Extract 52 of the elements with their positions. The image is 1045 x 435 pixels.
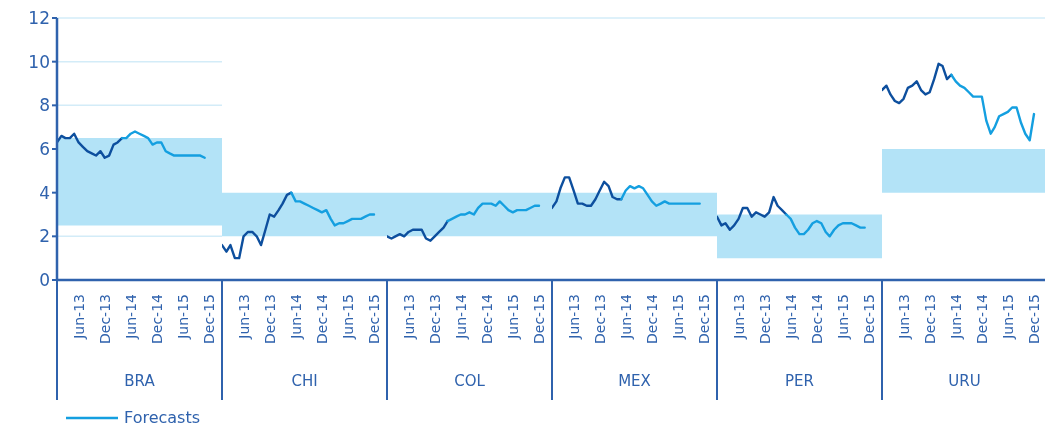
y-tick-label: 12 bbox=[28, 8, 50, 29]
x-tick-label: Dec-15 bbox=[201, 294, 217, 344]
y-tick-label: 4 bbox=[39, 182, 50, 203]
x-tick-label: Dec-15 bbox=[366, 294, 382, 344]
x-tick-label: Dec-13 bbox=[426, 294, 443, 344]
x-tick-label: Jun-14 bbox=[782, 293, 799, 340]
x-tick-label: Jun-13 bbox=[70, 294, 87, 340]
x-tick-label: Dec-15 bbox=[861, 294, 877, 344]
x-axis-title: URU bbox=[948, 372, 981, 390]
x-tick-label: Jun-14 bbox=[617, 293, 634, 340]
x-axis-title: MEX bbox=[618, 372, 651, 390]
x-tick-label: Jun-13 bbox=[235, 294, 252, 340]
x-tick-label: Dec-14 bbox=[808, 293, 825, 344]
x-tick-label: Dec-13 bbox=[756, 294, 773, 344]
y-tick-label: 0 bbox=[39, 270, 50, 291]
x-tick-label: Dec-13 bbox=[261, 294, 278, 344]
x-tick-label: Jun-15 bbox=[504, 294, 521, 340]
x-tick-label: Jun-13 bbox=[730, 294, 747, 340]
x-tick-label: Dec-13 bbox=[591, 294, 608, 344]
x-tick-label: Dec-14 bbox=[313, 293, 330, 344]
x-axis-title: COL bbox=[454, 372, 486, 390]
x-tick-label: Jun-14 bbox=[947, 293, 964, 340]
x-axis-title: BRA bbox=[124, 372, 156, 390]
x-tick-label: Dec-15 bbox=[696, 294, 712, 344]
x-tick-label: Dec-13 bbox=[96, 294, 113, 344]
y-tick-label: 6 bbox=[39, 139, 50, 160]
x-tick-label: Jun-15 bbox=[339, 294, 356, 340]
x-tick-label: Dec-14 bbox=[478, 293, 495, 344]
x-tick-label: Jun-15 bbox=[999, 294, 1016, 340]
x-tick-label: Dec-14 bbox=[643, 293, 660, 344]
x-axis-title: CHI bbox=[291, 372, 318, 390]
x-tick-label: Jun-15 bbox=[834, 294, 851, 340]
x-axis-title: PER bbox=[785, 372, 814, 390]
x-tick-label: Jun-13 bbox=[400, 294, 417, 340]
x-tick-label: Dec-13 bbox=[921, 294, 938, 344]
y-tick-label: 2 bbox=[39, 226, 50, 247]
x-tick-label: Jun-13 bbox=[895, 294, 912, 340]
x-tick-label: Dec-15 bbox=[1026, 294, 1042, 344]
y-tick-label: 8 bbox=[39, 95, 50, 116]
y-tick-label: 10 bbox=[28, 51, 50, 72]
x-tick-label: Jun-13 bbox=[565, 294, 582, 340]
x-tick-label: Dec-15 bbox=[531, 294, 547, 344]
line-series bbox=[57, 132, 124, 159]
x-tick-label: Jun-14 bbox=[122, 293, 139, 340]
x-tick-label: Jun-14 bbox=[287, 293, 304, 340]
x-tick-label: Dec-14 bbox=[148, 293, 165, 344]
legend-label: Forecasts bbox=[124, 408, 201, 427]
x-tick-label: Jun-15 bbox=[174, 294, 191, 340]
x-tick-label: Dec-14 bbox=[973, 293, 990, 344]
line-series bbox=[120, 130, 206, 159]
x-tick-label: Jun-15 bbox=[669, 294, 686, 340]
x-tick-label: Jun-14 bbox=[452, 293, 469, 340]
